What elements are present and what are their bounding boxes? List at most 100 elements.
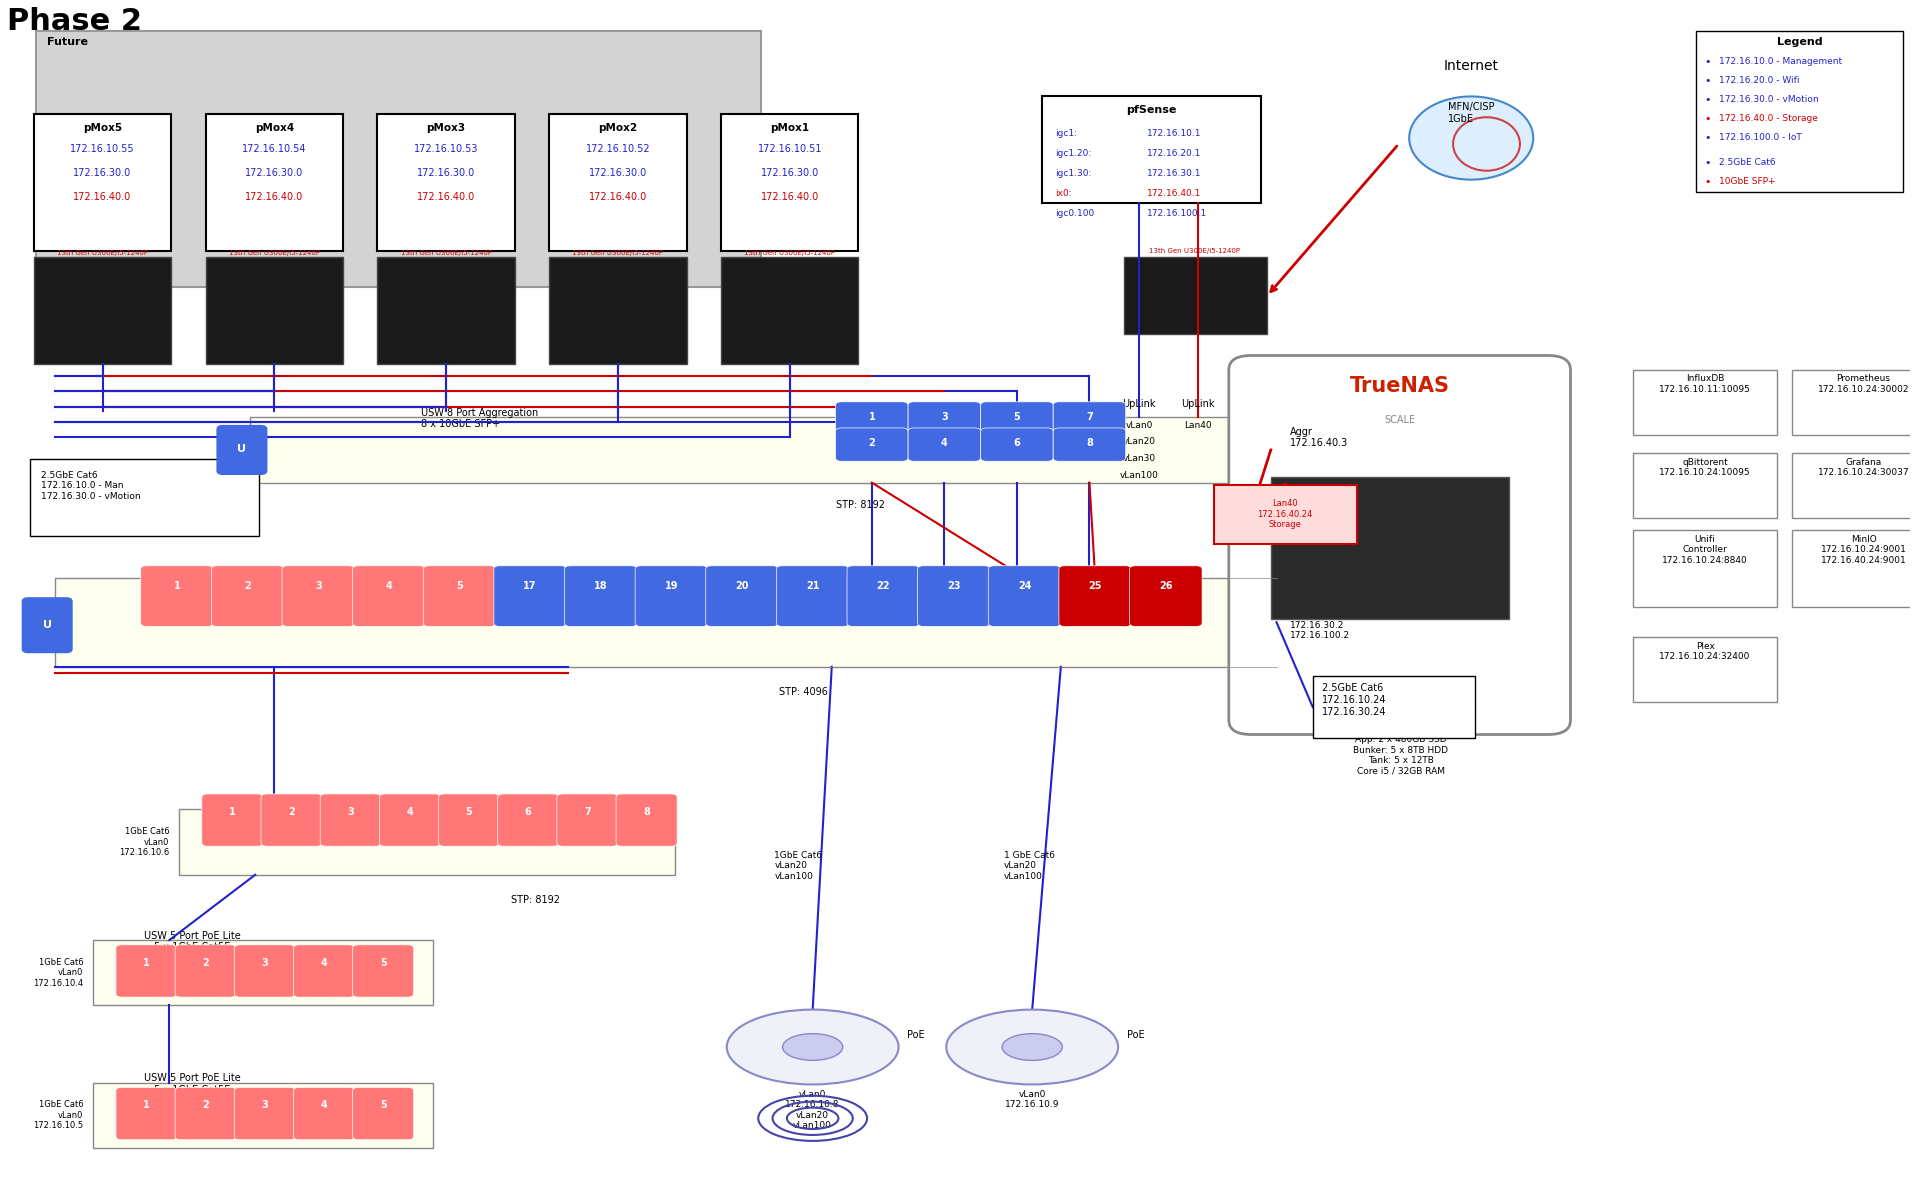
Text: 172.16.10.53: 172.16.10.53 [413, 144, 478, 154]
Text: 8: 8 [644, 807, 649, 817]
Text: 20: 20 [736, 581, 749, 591]
Bar [1633, 453, 1777, 518]
Bar [1041, 96, 1262, 204]
Text: 13th Gen U300E/i5-1240P: 13th Gen U300E/i5-1240P [1149, 249, 1239, 255]
Bar [1792, 369, 1921, 435]
Text: 172.16.40.0: 172.16.40.0 [417, 192, 474, 201]
Text: 24: 24 [1018, 581, 1032, 591]
Text: 172.16.10.52: 172.16.10.52 [586, 144, 651, 154]
Text: 1GbE Cat6
vLan0
172.16.10.4: 1GbE Cat6 vLan0 172.16.10.4 [33, 958, 83, 987]
Bar [1272, 476, 1510, 619]
FancyBboxPatch shape [980, 401, 1053, 435]
Text: 2: 2 [288, 807, 296, 817]
Bar [1792, 530, 1921, 607]
Bar [1633, 530, 1777, 607]
Text: 6: 6 [524, 807, 532, 817]
Text: pMox3: pMox3 [426, 123, 465, 132]
Text: UpLink: UpLink [1181, 399, 1214, 410]
Text: 172.16.40.0: 172.16.40.0 [590, 192, 647, 201]
FancyBboxPatch shape [705, 566, 778, 626]
Text: 2: 2 [202, 958, 209, 968]
Text: •: • [1704, 158, 1710, 168]
Text: Lan40
172.16.40.24
Storage: Lan40 172.16.40.24 Storage [1258, 499, 1312, 529]
Text: 2.5GbE Cat6
172.16.10.0 - Man
172.16.30.0 - vMotion: 2.5GbE Cat6 172.16.10.0 - Man 172.16.30.… [42, 470, 140, 500]
Text: 8: 8 [1085, 438, 1093, 448]
Text: U: U [42, 621, 52, 630]
Text: 172.16.40.0: 172.16.40.0 [761, 192, 818, 201]
Text: 4: 4 [407, 807, 413, 817]
Text: Grafana
172.16.10.24:30037: Grafana 172.16.10.24:30037 [1817, 457, 1909, 478]
Text: PoE: PoE [907, 1030, 924, 1040]
Text: Future: Future [48, 37, 88, 46]
Bar [1696, 31, 1902, 192]
FancyBboxPatch shape [378, 794, 440, 847]
Text: Pro MAX
172.16.10.2
172.16.20.2
172.16.30.2
172.16.100.2: Pro MAX 172.16.10.2 172.16.20.2 172.16.3… [1289, 590, 1350, 640]
Text: 7: 7 [584, 807, 592, 817]
Text: 1GbE Cat6
vLan0
172.16.10.5: 1GbE Cat6 vLan0 172.16.10.5 [33, 1100, 83, 1130]
Text: 1: 1 [229, 807, 236, 817]
FancyBboxPatch shape [617, 794, 676, 847]
Bar [377, 257, 515, 363]
Bar [92, 940, 432, 1005]
Bar [56, 578, 1277, 667]
Text: UpLink: UpLink [1122, 399, 1156, 410]
Text: USW 8 Port PoE Lite
8 x 1GbE Cat5E: USW 8 Port PoE Lite 8 x 1GbE Cat5E [286, 800, 384, 822]
Bar [92, 1083, 432, 1148]
Text: 13th Gen U300E/i5-1240P: 13th Gen U300E/i5-1240P [58, 250, 148, 256]
Bar [35, 257, 171, 363]
Text: 2.5GbE Cat6
172.16.10.24
172.16.30.24: 2.5GbE Cat6 172.16.10.24 172.16.30.24 [1322, 684, 1387, 717]
Text: •: • [1704, 133, 1710, 143]
Text: 172.16.20.0 - Wifi: 172.16.20.0 - Wifi [1719, 76, 1800, 86]
FancyBboxPatch shape [175, 944, 236, 997]
FancyBboxPatch shape [909, 401, 980, 435]
Bar [1214, 485, 1356, 544]
FancyBboxPatch shape [636, 566, 707, 626]
Text: 172.16.10.51: 172.16.10.51 [757, 144, 822, 154]
Text: 5: 5 [380, 958, 386, 968]
Text: vLan0
172.16.10.9: vLan0 172.16.10.9 [1005, 1090, 1060, 1109]
Text: STP: 8192: STP: 8192 [836, 500, 886, 511]
Text: Plex
172.16.10.24:32400: Plex 172.16.10.24:32400 [1660, 642, 1750, 661]
Text: 5: 5 [455, 581, 463, 591]
Text: 172.16.40.0 - Storage: 172.16.40.0 - Storage [1719, 114, 1819, 124]
Text: 1: 1 [142, 958, 150, 968]
Text: vLan30: vLan30 [1122, 454, 1156, 463]
Bar [1633, 637, 1777, 703]
Bar [206, 114, 344, 251]
Text: •: • [1704, 57, 1710, 67]
Text: 1GbE Cat6
vLan20
vLan100: 1GbE Cat6 vLan20 vLan100 [774, 850, 822, 881]
Bar [1124, 257, 1268, 335]
Text: SCALE: SCALE [1385, 414, 1416, 425]
FancyBboxPatch shape [234, 944, 296, 997]
Text: 10GbE SFP+: 10GbE SFP+ [1719, 177, 1775, 186]
Text: 5: 5 [380, 1100, 386, 1110]
FancyBboxPatch shape [217, 425, 267, 474]
Bar [35, 114, 171, 251]
Text: 13th Gen U300E/i5-1240P: 13th Gen U300E/i5-1240P [572, 250, 663, 256]
Text: 2: 2 [244, 581, 252, 591]
Text: 1GbE Cat6
vLan0
172.16.10.6: 1GbE Cat6 vLan0 172.16.10.6 [119, 828, 169, 858]
FancyBboxPatch shape [1053, 428, 1126, 461]
Text: 25: 25 [1089, 581, 1103, 591]
Text: 1: 1 [868, 412, 876, 422]
Text: VaultX
172.16.10.24
App: 2 x 480GB SSD
Bunker: 5 x 8TB HDD
Tank: 5 x 12TB
Core i: VaultX 172.16.10.24 App: 2 x 480GB SSD B… [1352, 715, 1448, 775]
FancyBboxPatch shape [557, 794, 619, 847]
Text: •: • [1704, 95, 1710, 105]
FancyBboxPatch shape [23, 598, 71, 653]
Text: USW 24 Port PoE MAX
8 x 2.5 GbE PoE
16 x 1GbE PoE: USW 24 Port PoE MAX 8 x 2.5 GbE PoE 16 x… [501, 566, 609, 599]
Text: 6: 6 [1014, 438, 1020, 448]
Bar [549, 257, 686, 363]
Text: 3: 3 [941, 412, 947, 422]
Text: 2.5GbE Cat6: 2.5GbE Cat6 [1719, 158, 1777, 167]
FancyBboxPatch shape [836, 428, 909, 461]
Text: 13th Gen U300E/i5-1240P: 13th Gen U300E/i5-1240P [743, 250, 836, 256]
Text: igc0.100: igc0.100 [1055, 210, 1095, 218]
Text: Lan40: Lan40 [1185, 420, 1212, 430]
Text: 172.16.10.0 - Management: 172.16.10.0 - Management [1719, 57, 1842, 67]
Text: 4: 4 [941, 438, 947, 448]
Text: 3: 3 [261, 1100, 269, 1110]
Text: 172.16.10.1: 172.16.10.1 [1147, 129, 1201, 137]
Text: pMox1: pMox1 [770, 123, 809, 132]
Text: 1 GbE Cat6
vLan20
vLan100: 1 GbE Cat6 vLan20 vLan100 [1003, 850, 1055, 881]
FancyBboxPatch shape [987, 566, 1060, 626]
